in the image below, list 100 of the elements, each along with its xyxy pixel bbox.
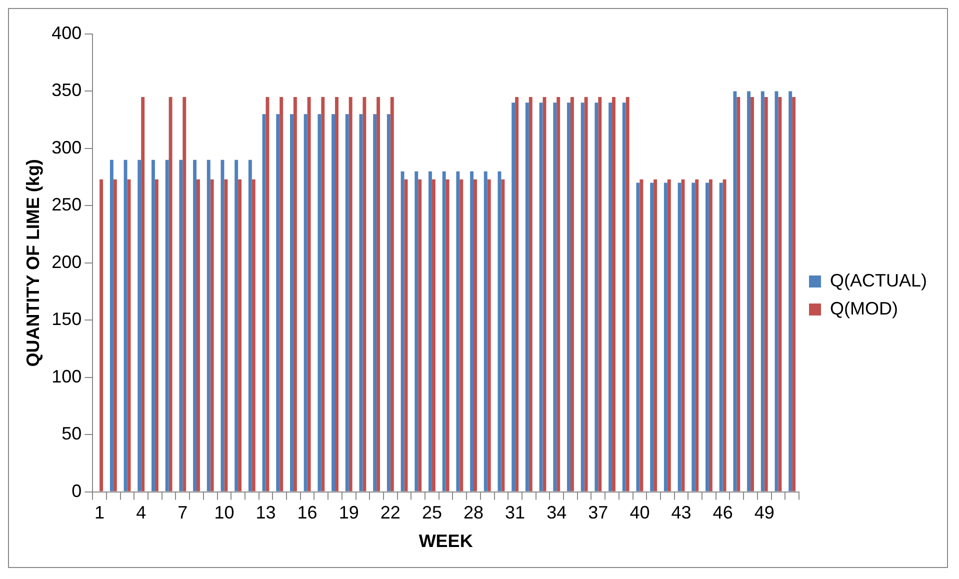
bar — [733, 91, 737, 492]
bar — [706, 182, 709, 492]
bar — [553, 102, 557, 492]
bar — [376, 96, 380, 492]
bar — [348, 96, 352, 492]
x-tick-label: 40 — [630, 502, 650, 523]
bar — [151, 160, 155, 492]
x-tick-label: 19 — [338, 502, 359, 523]
x-tick-label: 10 — [214, 502, 234, 523]
bar — [390, 96, 394, 492]
bar — [318, 114, 322, 492]
bar — [307, 96, 311, 492]
bar — [622, 102, 626, 492]
bar — [124, 160, 128, 492]
bar — [432, 179, 436, 492]
bar — [110, 160, 114, 492]
bar — [584, 96, 588, 492]
bar — [276, 114, 280, 492]
bar — [400, 171, 404, 492]
bar — [373, 114, 377, 492]
bar — [612, 96, 616, 492]
x-tick-label: 49 — [754, 502, 774, 523]
bar — [708, 179, 712, 492]
bar — [792, 96, 796, 492]
bar — [414, 171, 418, 492]
bar — [470, 171, 474, 492]
x-tick-label: 7 — [178, 502, 188, 523]
bar — [238, 179, 242, 492]
bar — [580, 102, 584, 492]
bar — [484, 171, 488, 492]
x-tick-label: 31 — [505, 502, 526, 523]
x-tick-label: 34 — [546, 502, 567, 523]
bar — [539, 102, 543, 492]
bar — [248, 160, 252, 492]
bar — [165, 160, 169, 492]
x-tick-label: 22 — [380, 502, 400, 523]
bar — [760, 91, 764, 492]
y-tick-label: 300 — [52, 137, 82, 158]
bar — [695, 179, 699, 492]
bar — [594, 102, 598, 492]
bar — [626, 96, 630, 492]
bar — [362, 96, 366, 492]
bar — [608, 102, 612, 492]
bar — [168, 96, 172, 492]
bar — [252, 179, 256, 492]
bar — [359, 114, 363, 492]
x-tick-label: 4 — [136, 502, 146, 523]
bar — [206, 160, 210, 492]
x-tick-label: 1 — [94, 502, 105, 523]
bar — [678, 182, 682, 492]
bar — [667, 179, 671, 492]
bar — [556, 96, 560, 492]
bar — [692, 182, 696, 492]
bar — [736, 96, 740, 492]
bar — [290, 114, 294, 492]
y-tick-label: 50 — [62, 424, 82, 444]
bar — [138, 160, 142, 492]
bar — [764, 96, 768, 492]
bar — [474, 179, 477, 492]
x-tick-label: 43 — [671, 502, 692, 523]
y-tick-label: 0 — [72, 480, 82, 501]
bar — [220, 160, 224, 492]
bar — [196, 179, 200, 492]
bar — [386, 114, 390, 492]
bar — [778, 96, 782, 492]
bar — [664, 182, 668, 492]
bar — [113, 179, 117, 492]
y-tick-label: 200 — [52, 252, 82, 272]
bar — [442, 171, 446, 492]
bar — [100, 179, 104, 492]
bar — [750, 96, 754, 492]
bar — [640, 179, 644, 492]
bar — [501, 179, 505, 492]
x-tick-label: 13 — [256, 502, 276, 523]
x-axis-title: WEEK — [418, 531, 473, 552]
x-tick-label: 37 — [588, 502, 608, 523]
legend-label: Q(ACTUAL) — [830, 270, 928, 290]
bar — [722, 179, 726, 492]
x-tick-label: 25 — [422, 502, 442, 523]
bar — [512, 102, 516, 492]
bar — [567, 102, 570, 492]
bar — [747, 91, 751, 492]
bar — [280, 96, 284, 492]
bar — [332, 114, 336, 492]
x-tick-label: 46 — [712, 502, 733, 523]
legend-label: Q(MOD) — [830, 298, 898, 318]
bar — [487, 179, 491, 492]
bar — [650, 182, 654, 492]
bar — [304, 114, 308, 492]
bar — [182, 96, 186, 492]
bar — [210, 179, 214, 492]
bar — [234, 160, 238, 492]
bar — [179, 160, 183, 492]
bar — [719, 182, 723, 492]
y-tick-label: 350 — [52, 80, 82, 100]
bar — [428, 171, 432, 492]
bar — [335, 96, 338, 492]
y-axis-title: QUANTITY OF LIME (kg) — [22, 159, 43, 367]
y-tick-label: 150 — [52, 309, 82, 330]
bar — [446, 179, 450, 492]
